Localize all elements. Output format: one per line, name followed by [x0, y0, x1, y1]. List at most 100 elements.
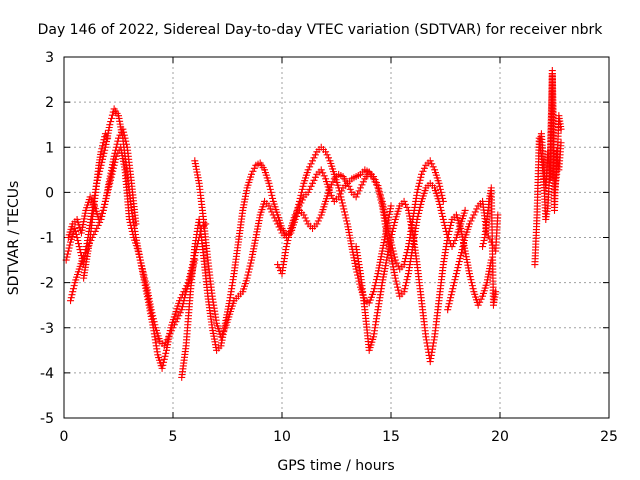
data-point	[400, 197, 408, 205]
interpolated-point	[393, 280, 401, 288]
interpolated-point	[454, 264, 462, 272]
interpolated-point	[301, 214, 309, 222]
interpolated-point	[149, 312, 157, 320]
interpolated-point	[298, 188, 306, 196]
interpolated-point	[293, 208, 301, 216]
y-tick-label: -3	[40, 321, 54, 337]
interpolated-point	[244, 271, 252, 279]
interpolated-point	[445, 300, 453, 308]
data-point	[461, 206, 469, 214]
interpolated-point	[99, 209, 107, 217]
interpolated-point	[446, 224, 454, 232]
interpolated-point	[449, 240, 457, 248]
interpolated-point	[354, 271, 362, 279]
interpolated-point	[436, 203, 444, 211]
interpolated-point	[272, 217, 280, 225]
interpolated-point	[245, 265, 253, 273]
data-point	[304, 166, 312, 174]
interpolated-point	[446, 297, 454, 305]
interpolated-point	[373, 273, 381, 281]
data-point	[243, 274, 251, 282]
interpolated-point	[459, 243, 467, 251]
interpolated-point	[74, 237, 82, 245]
interpolated-point	[136, 256, 144, 264]
interpolated-point	[473, 205, 481, 213]
data-point	[448, 288, 456, 296]
interpolated-point	[64, 250, 72, 258]
interpolated-point	[100, 203, 108, 211]
interpolated-point	[372, 276, 380, 284]
interpolated-point	[268, 191, 276, 199]
interpolated-point	[306, 185, 314, 193]
interpolated-point	[246, 262, 254, 270]
x-tick-label: 0	[60, 429, 69, 445]
interpolated-point	[436, 200, 444, 208]
data-point	[86, 193, 94, 201]
interpolated-point	[175, 312, 183, 320]
interpolated-point	[286, 227, 294, 235]
interpolated-point	[268, 208, 276, 216]
interpolated-point	[467, 276, 475, 284]
interpolated-point	[135, 250, 143, 258]
y-tick-label: 0	[45, 185, 54, 201]
interpolated-point	[161, 352, 169, 360]
interpolated-point	[376, 193, 384, 201]
data-point	[339, 202, 347, 210]
interpolated-point	[121, 134, 129, 142]
interpolated-point	[101, 146, 109, 154]
interpolated-point	[460, 240, 468, 248]
interpolated-point	[395, 289, 403, 297]
interpolated-point	[127, 221, 135, 229]
interpolated-point	[338, 196, 346, 204]
interpolated-point	[415, 209, 423, 217]
interpolated-point	[372, 181, 380, 189]
x-tick-label: 5	[169, 429, 178, 445]
interpolated-point	[128, 227, 136, 235]
interpolated-point	[96, 218, 104, 226]
interpolated-point	[99, 206, 107, 214]
data-point	[97, 148, 105, 156]
data-point	[132, 220, 140, 228]
data-point	[494, 211, 502, 219]
data-point	[435, 179, 443, 187]
interpolated-point	[310, 176, 318, 184]
data-point	[191, 256, 199, 264]
data-point	[274, 220, 282, 228]
data-point	[391, 256, 399, 264]
interpolated-point	[370, 285, 378, 293]
interpolated-point	[166, 330, 174, 338]
interpolated-point	[137, 259, 145, 267]
interpolated-point	[178, 303, 186, 311]
data-point	[474, 301, 482, 309]
interpolated-point	[416, 203, 424, 211]
interpolated-point	[277, 226, 285, 234]
interpolated-point	[162, 349, 170, 357]
interpolated-point	[449, 282, 457, 290]
plot-frame	[63, 56, 610, 419]
interpolated-point	[126, 218, 134, 226]
interpolated-point	[471, 208, 479, 216]
x-tick-label: 10	[273, 429, 291, 445]
interpolated-point	[162, 339, 170, 347]
interpolated-point	[266, 205, 274, 213]
interpolated-point	[160, 355, 168, 363]
data-point	[413, 215, 421, 223]
interpolated-point	[327, 191, 335, 199]
interpolated-point	[149, 315, 157, 323]
interpolated-point	[98, 145, 106, 153]
interpolated-point	[122, 137, 130, 145]
interpolated-point	[378, 199, 386, 207]
interpolated-point	[107, 118, 115, 126]
interpolated-point	[159, 361, 167, 369]
interpolated-point	[325, 154, 333, 162]
interpolated-point	[284, 237, 292, 245]
interpolated-point	[437, 206, 445, 214]
data-point	[322, 148, 330, 156]
y-tick-label: -2	[40, 276, 54, 292]
data-point	[309, 179, 317, 187]
interpolated-point	[419, 167, 427, 175]
data-point	[557, 125, 565, 133]
data-point	[295, 202, 303, 210]
interpolated-point	[394, 262, 402, 270]
data-point	[326, 188, 334, 196]
